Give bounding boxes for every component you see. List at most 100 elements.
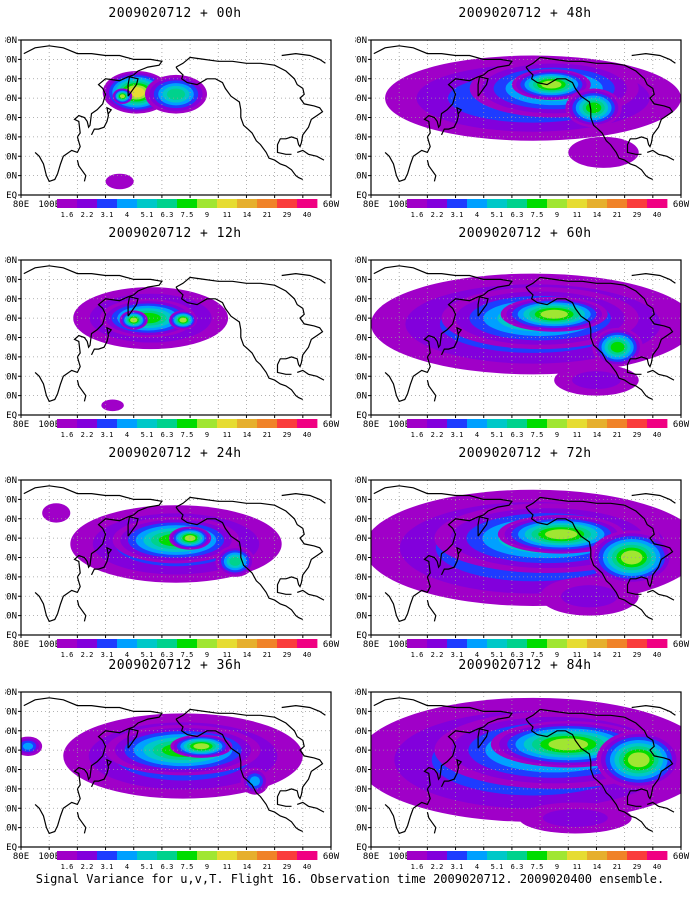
colorbar-label: 14 xyxy=(243,651,251,658)
y-tick-label: 70N xyxy=(5,707,17,717)
panel-title: 2009020712 + 24h xyxy=(108,446,242,461)
colorbar-label: 14 xyxy=(593,211,601,218)
y-tick-label: 70N xyxy=(5,55,17,65)
colorbar-label: 40 xyxy=(303,863,311,870)
x-tick-label: 60W xyxy=(323,640,340,650)
colorbar-label: 3.1 xyxy=(451,863,464,870)
colorbar-label: 4 xyxy=(475,863,479,870)
colorbar-swatch xyxy=(607,639,628,648)
colorbar-swatch xyxy=(257,851,278,860)
coastline xyxy=(477,296,489,317)
colorbar-label: 40 xyxy=(653,863,661,870)
colorbar-label: 21 xyxy=(263,211,271,218)
contour-map: 80E100E120E140E160E180160W140W120W100W80… xyxy=(355,36,690,218)
y-tick-label: 30N xyxy=(355,353,367,363)
x-tick-label: 80E xyxy=(363,200,379,210)
colorbar-label: 9 xyxy=(205,863,209,870)
contour-fill-layer xyxy=(42,503,282,583)
contour-band xyxy=(101,399,124,412)
y-tick-label: 70N xyxy=(355,495,367,505)
colorbar-label: 29 xyxy=(283,863,291,870)
colorbar-swatch xyxy=(527,851,548,860)
colorbar-label: 40 xyxy=(303,651,311,658)
coastline xyxy=(631,492,676,504)
colorbar-swatch xyxy=(647,639,668,648)
colorbar-label: 4 xyxy=(475,651,479,658)
colorbar-swatch xyxy=(237,199,258,208)
coastline xyxy=(34,576,81,623)
contour-band xyxy=(540,309,568,319)
coastline xyxy=(440,326,463,356)
colorbar-label: 3.1 xyxy=(101,863,114,870)
y-tick-label: 80N xyxy=(5,36,17,46)
contour-band xyxy=(542,809,608,827)
coastline xyxy=(525,66,654,181)
colorbar-swatch xyxy=(427,419,448,428)
colorbar-swatch xyxy=(277,199,298,208)
y-tick-label: 30N xyxy=(5,353,17,363)
x-tick-label: 100E xyxy=(388,420,410,430)
colorbar-label: 5.1 xyxy=(491,431,504,438)
colorbar-label: 11 xyxy=(573,863,581,870)
colorbar-swatch xyxy=(57,199,78,208)
colorbar-label: 40 xyxy=(303,431,311,438)
x-tick-label: 100E xyxy=(38,640,60,650)
colorbar-swatch xyxy=(547,639,568,648)
y-tick-label: 10N xyxy=(355,612,367,622)
coastline xyxy=(175,56,324,155)
coastline xyxy=(426,599,437,622)
colorbar-swatch xyxy=(587,419,608,428)
y-tick-label: 60N xyxy=(355,515,367,525)
y-tick-label: 50N xyxy=(5,746,17,756)
colorbar-swatch xyxy=(487,199,508,208)
y-tick-label: 70N xyxy=(355,707,367,717)
coastline xyxy=(76,811,87,834)
colorbar-label: 2.2 xyxy=(431,863,444,870)
colorbar-label: 7.5 xyxy=(181,651,194,658)
coastline xyxy=(175,286,304,401)
colorbar-label: 14 xyxy=(243,211,251,218)
colorbar-swatch xyxy=(177,199,198,208)
x-tick-label: 100E xyxy=(38,420,60,430)
contour-band xyxy=(42,503,71,523)
coastline xyxy=(76,379,87,402)
colorbar-swatch xyxy=(447,199,468,208)
coastline xyxy=(631,704,676,716)
coastline xyxy=(525,708,674,807)
colorbar-label: 14 xyxy=(593,651,601,658)
coastline xyxy=(525,718,654,833)
colorbar-swatch xyxy=(197,419,218,428)
colorbar-label: 21 xyxy=(613,651,621,658)
colorbar-label: 29 xyxy=(633,651,641,658)
colorbar-swatch xyxy=(547,419,568,428)
contour-band xyxy=(249,776,261,787)
x-tick-label: 60W xyxy=(673,640,690,650)
colorbar-label: 21 xyxy=(263,651,271,658)
contour-band xyxy=(193,743,210,750)
colorbar-label: 11 xyxy=(573,651,581,658)
colorbar-swatch xyxy=(237,851,258,860)
colorbar-swatch xyxy=(97,199,118,208)
colorbar-swatch xyxy=(237,419,258,428)
colorbar-swatch xyxy=(97,419,118,428)
coastline xyxy=(175,496,324,595)
y-tick-label: 10N xyxy=(355,392,367,402)
colorbar-label: 14 xyxy=(593,863,601,870)
colorbar-swatch xyxy=(277,851,298,860)
colorbar-label: 1.6 xyxy=(61,211,74,218)
contour-map: 80E100E120E140E160E180160W140W120W100W80… xyxy=(5,688,340,870)
colorbar-label: 7.5 xyxy=(531,431,544,438)
colorbar-label: 6.3 xyxy=(161,651,174,658)
colorbar-label: 4 xyxy=(475,211,479,218)
x-tick-label: 100E xyxy=(388,852,410,862)
coastline xyxy=(426,159,437,182)
colorbar-swatch xyxy=(77,851,98,860)
coastline xyxy=(440,758,463,788)
colorbar-swatch xyxy=(567,199,588,208)
colorbar-label: 5.1 xyxy=(491,211,504,218)
colorbar-label: 5.1 xyxy=(141,651,154,658)
y-tick-label: 40N xyxy=(5,554,17,564)
coastline xyxy=(90,758,113,788)
colorbar-swatch xyxy=(527,199,548,208)
y-tick-label: 60N xyxy=(355,295,367,305)
